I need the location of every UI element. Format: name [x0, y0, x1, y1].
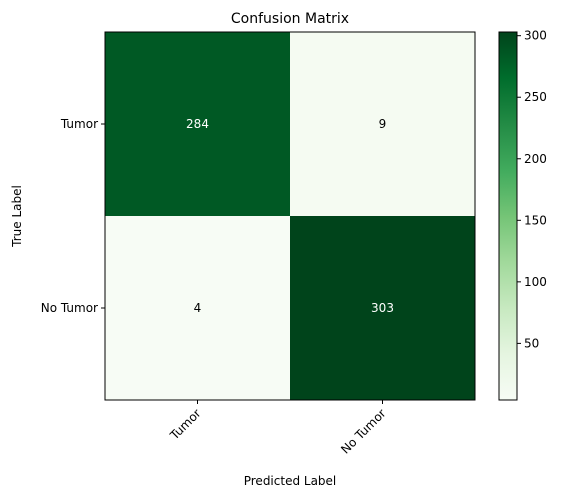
colorbar-tick-label: 150 [524, 213, 547, 227]
plot-frame [104, 31, 476, 401]
cell-value-label: 9 [379, 117, 387, 131]
x-tick-label: Tumor [167, 406, 204, 443]
y-axis-label: True Label [10, 185, 24, 248]
x-axis-label: Predicted Label [244, 474, 337, 488]
heatmap-cell [290, 216, 475, 400]
cell-value-label: 4 [194, 301, 202, 315]
colorbar-tick-label: 300 [524, 29, 547, 43]
x-tick-label: No Tumor [338, 406, 388, 456]
chart-title: Confusion Matrix [231, 11, 349, 27]
heatmap-cell [105, 32, 290, 216]
colorbar-tick-label: 100 [524, 275, 547, 289]
colorbar-ticks: 50 100 150 200 250 300 [517, 29, 547, 350]
colorbar [498, 31, 518, 401]
cell-value-label: 303 [371, 301, 394, 315]
x-axis-ticks: Tumor No Tumor [167, 400, 389, 457]
heatmap-cells: 284 9 4 303 [105, 32, 475, 400]
heatmap-cell [105, 216, 290, 400]
heatmap-cell [290, 32, 475, 216]
cell-value-label: 284 [186, 117, 209, 131]
colorbar-tick-label: 200 [524, 152, 547, 166]
y-axis-ticks: Tumor No Tumor [41, 117, 105, 315]
colorbar-tick-label: 50 [524, 336, 539, 350]
colorbar-tick-label: 250 [524, 90, 547, 104]
y-tick-label: No Tumor [41, 301, 98, 315]
y-tick-label: Tumor [60, 117, 98, 131]
